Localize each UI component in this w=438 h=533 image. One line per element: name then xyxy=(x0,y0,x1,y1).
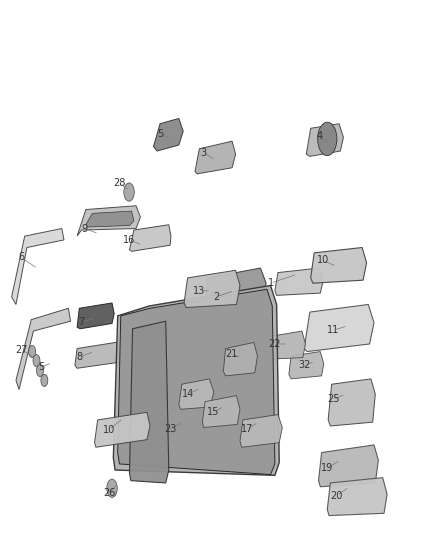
Text: 14: 14 xyxy=(182,389,194,399)
Text: 11: 11 xyxy=(327,325,339,335)
Text: 21: 21 xyxy=(225,349,237,359)
Polygon shape xyxy=(184,270,240,308)
Circle shape xyxy=(28,345,35,358)
Text: 20: 20 xyxy=(331,491,343,501)
Polygon shape xyxy=(304,304,374,352)
Text: 10: 10 xyxy=(317,255,329,265)
Text: 28: 28 xyxy=(113,178,126,188)
Text: 2: 2 xyxy=(213,292,219,302)
Polygon shape xyxy=(77,303,114,329)
Polygon shape xyxy=(130,321,169,483)
Polygon shape xyxy=(204,268,266,312)
Circle shape xyxy=(36,365,43,377)
Polygon shape xyxy=(275,268,323,295)
Polygon shape xyxy=(16,308,71,390)
Polygon shape xyxy=(267,331,305,359)
Circle shape xyxy=(41,374,48,386)
Polygon shape xyxy=(311,247,367,283)
Text: 10: 10 xyxy=(103,425,115,435)
Text: 13: 13 xyxy=(193,286,205,296)
Text: 9: 9 xyxy=(81,223,88,233)
Text: 3: 3 xyxy=(201,148,207,158)
Polygon shape xyxy=(327,478,387,515)
Text: 5: 5 xyxy=(38,362,44,372)
Polygon shape xyxy=(179,379,214,409)
Polygon shape xyxy=(86,211,134,227)
Circle shape xyxy=(33,354,40,367)
Text: 22: 22 xyxy=(268,339,281,349)
Polygon shape xyxy=(195,141,236,174)
Text: 7: 7 xyxy=(78,317,85,327)
Text: 6: 6 xyxy=(18,253,24,262)
Circle shape xyxy=(124,183,134,201)
Text: 4: 4 xyxy=(316,131,322,141)
Polygon shape xyxy=(306,124,343,156)
Polygon shape xyxy=(223,342,258,376)
Polygon shape xyxy=(75,341,127,368)
Text: 5: 5 xyxy=(157,128,164,139)
Polygon shape xyxy=(77,206,141,236)
Circle shape xyxy=(107,479,117,497)
Polygon shape xyxy=(202,395,240,427)
Polygon shape xyxy=(289,352,324,379)
Text: 1: 1 xyxy=(268,278,274,288)
Polygon shape xyxy=(12,229,64,304)
Polygon shape xyxy=(240,415,283,447)
Text: 25: 25 xyxy=(327,394,339,405)
Text: 23: 23 xyxy=(164,424,176,434)
Text: 27: 27 xyxy=(15,345,28,355)
Text: 17: 17 xyxy=(241,424,254,434)
Polygon shape xyxy=(95,413,150,447)
Polygon shape xyxy=(130,225,171,252)
Text: 15: 15 xyxy=(207,407,219,417)
Text: 26: 26 xyxy=(103,488,115,498)
Text: 16: 16 xyxy=(124,235,136,245)
Text: 32: 32 xyxy=(298,360,311,370)
Polygon shape xyxy=(113,286,279,475)
Polygon shape xyxy=(118,289,275,474)
Polygon shape xyxy=(153,118,183,151)
Circle shape xyxy=(318,122,337,156)
Text: 8: 8 xyxy=(76,352,82,362)
Text: 19: 19 xyxy=(321,463,333,473)
Polygon shape xyxy=(318,445,378,487)
Polygon shape xyxy=(328,379,375,426)
